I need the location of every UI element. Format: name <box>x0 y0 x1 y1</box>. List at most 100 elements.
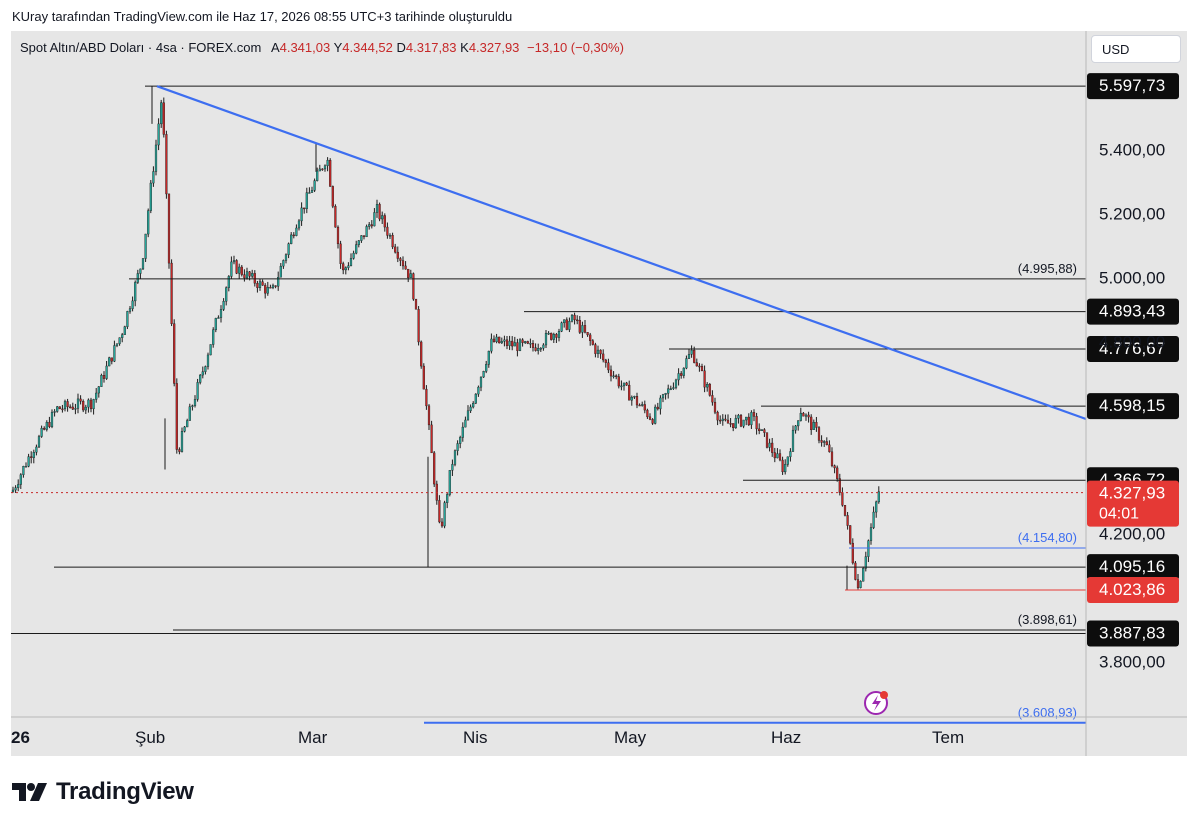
candle-body <box>188 406 191 421</box>
candle-body <box>589 334 592 341</box>
candle-body <box>477 386 480 395</box>
countdown-label: 04:01 <box>1099 506 1139 523</box>
lightning-alert-icon <box>864 691 888 715</box>
candle-body <box>451 464 454 471</box>
price-label-bg <box>1087 393 1179 420</box>
candle-body <box>656 406 659 410</box>
candle-body <box>126 311 129 327</box>
price-chart[interactable]: 5.597,73 (4.995,88) 4.893,43 4.776,67 4.598,… <box>11 31 1187 756</box>
candle-body <box>568 321 571 330</box>
candle-body <box>175 383 178 450</box>
chart-attribution: KUray tarafından TradingView.com ile Haz… <box>12 9 513 24</box>
candle-body <box>599 349 602 355</box>
candle-body <box>225 287 228 302</box>
candle-body <box>160 102 163 125</box>
price-label-bg <box>1087 298 1179 325</box>
candle-body <box>804 414 808 417</box>
candle-body <box>295 227 298 236</box>
candle-body <box>35 446 38 453</box>
candle-body <box>108 357 111 367</box>
candle-body <box>799 412 802 421</box>
candle-body <box>256 283 259 289</box>
candle-body <box>87 399 90 408</box>
candle-body <box>404 265 407 270</box>
candle-body <box>875 501 878 513</box>
candle-body <box>261 281 264 286</box>
price-label: 5.597,73 <box>1099 76 1165 95</box>
y-tick-label: 4.200,00 <box>1099 525 1165 544</box>
x-tick-label: Haz <box>771 728 801 747</box>
candle-body <box>841 492 844 506</box>
price-label: 4.598,15 <box>1099 396 1165 415</box>
candle-body <box>425 388 428 407</box>
candle-body <box>646 409 649 418</box>
level-text: (4.995,88) <box>1018 261 1077 276</box>
candle-body <box>214 318 217 331</box>
candle-body <box>602 353 605 361</box>
candle-body <box>563 319 566 324</box>
candle-body <box>349 258 353 266</box>
descending-trendline <box>156 85 1087 421</box>
x-tick-label: May <box>614 728 647 747</box>
candle-body <box>596 349 600 354</box>
candle-body <box>607 362 610 371</box>
candle-body <box>758 428 761 432</box>
candle-body <box>204 366 207 372</box>
candle-body <box>810 416 813 430</box>
legend-low: 4.317,83 <box>405 40 457 55</box>
candle-body <box>700 366 704 372</box>
candle-body <box>877 491 880 503</box>
candle-body <box>196 382 199 400</box>
candle-body <box>854 562 857 580</box>
candle-body <box>201 371 204 376</box>
candle-body <box>113 345 116 362</box>
candle-body <box>869 527 873 541</box>
candle-body <box>300 207 303 222</box>
candle-body <box>342 263 345 271</box>
candle-body <box>102 374 106 379</box>
currency-button[interactable]: USD <box>1091 35 1181 63</box>
candle-body <box>209 344 212 356</box>
candle-body <box>833 465 836 469</box>
candle-body <box>456 443 459 451</box>
candle-body <box>329 159 332 187</box>
candle-body <box>180 431 184 452</box>
chart-area[interactable]: 5.597,73 (4.995,88) 4.893,43 4.776,67 4.598,… <box>11 31 1187 756</box>
legend-change: −13,10 (−0,30%) <box>527 40 624 55</box>
candle-body <box>659 397 662 410</box>
candle-body <box>524 341 527 343</box>
candle-body <box>131 300 134 309</box>
candle-body <box>212 329 215 345</box>
candle-body <box>633 396 636 398</box>
candle-body <box>407 268 410 278</box>
candle-body <box>448 470 451 495</box>
candle-body <box>238 266 241 274</box>
candle-body <box>282 260 285 267</box>
price-label-bg <box>1087 73 1179 100</box>
candle-body <box>503 339 506 342</box>
candle-body <box>323 165 327 170</box>
candle-body <box>58 406 61 410</box>
candle-body <box>513 342 516 347</box>
legend-close-label: K <box>460 40 469 55</box>
candle-body <box>776 453 779 459</box>
candle-body <box>872 511 875 528</box>
candle-body <box>251 273 254 277</box>
legend-low-label: D <box>396 40 406 55</box>
candle-body <box>266 287 269 294</box>
candle-body <box>719 419 722 422</box>
tradingview-brand: TradingView <box>56 778 194 805</box>
candle-body <box>84 406 87 411</box>
candle-body <box>27 456 30 467</box>
candle-body <box>617 376 620 387</box>
candle-body <box>316 170 319 181</box>
candle-body <box>370 224 373 227</box>
candle-body <box>687 354 691 359</box>
candle-body <box>32 452 35 458</box>
candle-body <box>170 262 173 324</box>
candle-body <box>849 525 852 544</box>
candle-body <box>121 334 124 338</box>
candle-body <box>693 349 696 363</box>
x-tick-label: Şub <box>135 728 165 747</box>
candle-body <box>664 393 667 395</box>
